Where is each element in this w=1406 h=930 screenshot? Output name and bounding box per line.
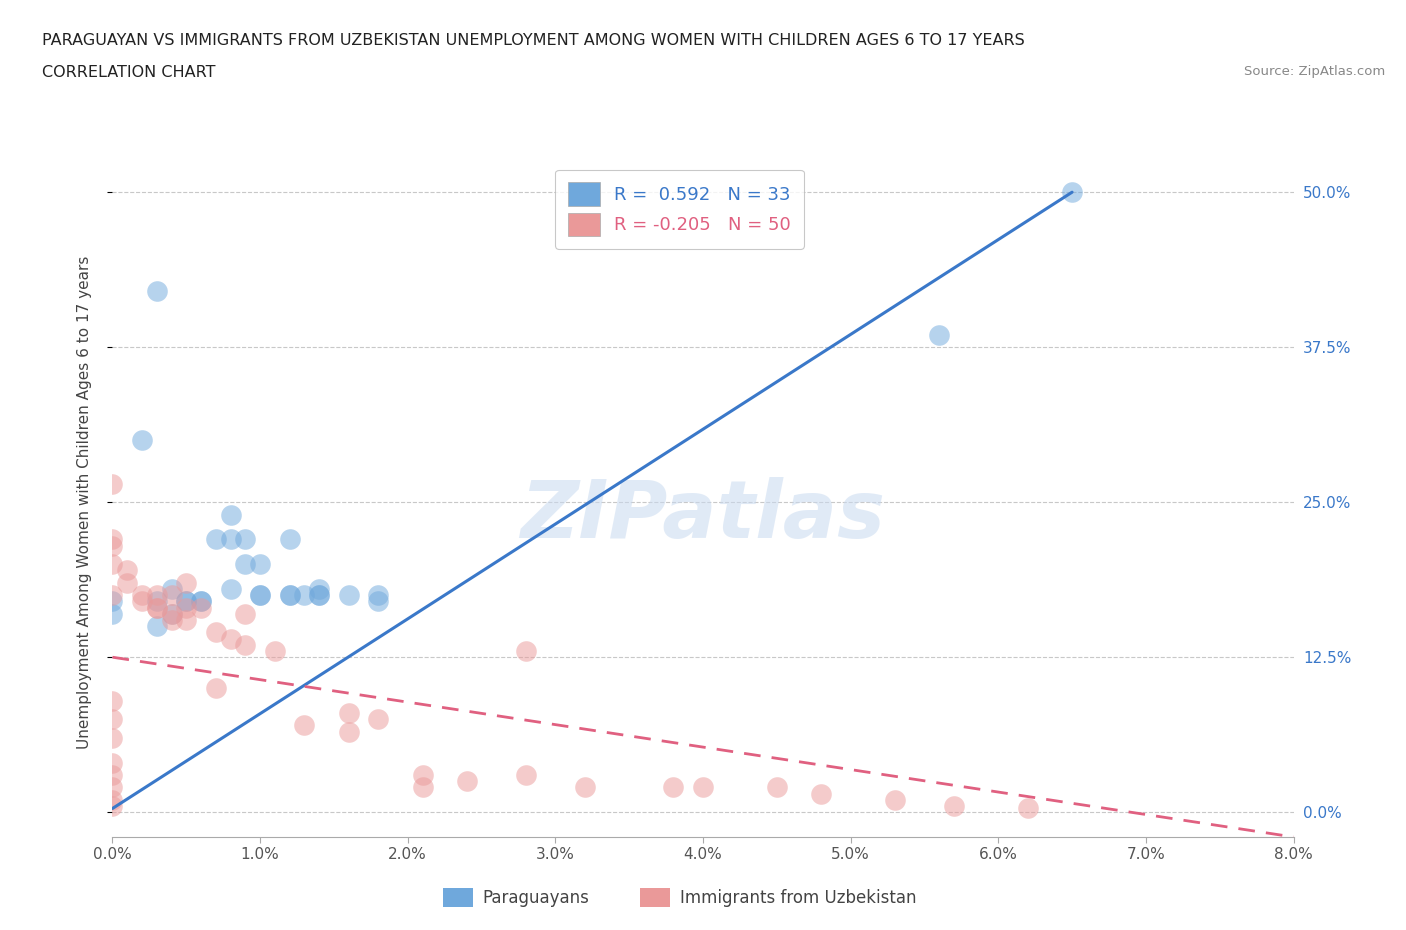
Point [884,792,907,807]
Point [101,588,124,603]
Point [117,563,138,578]
Y-axis label: Unemployment Among Women with Children Ages 6 to 17 years: Unemployment Among Women with Children A… [77,256,91,749]
Point [367,588,389,603]
Point [249,588,271,603]
Point [101,767,124,782]
Point [292,718,315,733]
Point [928,327,950,342]
Text: CORRELATION CHART: CORRELATION CHART [42,65,215,80]
Point [101,711,124,726]
Text: PARAGUAYAN VS IMMIGRANTS FROM UZBEKISTAN UNEMPLOYMENT AMONG WOMEN WITH CHILDREN : PARAGUAYAN VS IMMIGRANTS FROM UZBEKISTAN… [42,33,1025,47]
Point [174,613,197,628]
Point [160,581,183,596]
Point [190,594,212,609]
Point [308,588,330,603]
Point [412,767,434,782]
Point [219,532,242,547]
Point [160,606,183,621]
Point [337,706,360,721]
Point [278,532,301,547]
Point [101,799,124,814]
Point [456,774,478,789]
Point [131,432,153,447]
Point [146,284,169,299]
Point [205,625,228,640]
Point [337,588,360,603]
Point [219,581,242,596]
Point [101,730,124,745]
Point [412,780,434,795]
Point [160,588,183,603]
Point [101,780,124,795]
Point [219,631,242,646]
Point [101,538,124,553]
Point [662,780,685,795]
Point [233,606,256,621]
Point [205,681,228,696]
Point [1062,185,1084,200]
Point [249,557,271,572]
Point [174,576,197,591]
Point [942,799,965,814]
Point [765,780,787,795]
Point [131,594,153,609]
Point [515,767,537,782]
Point [174,594,197,609]
Point [101,557,124,572]
Text: ZIPatlas: ZIPatlas [520,476,886,554]
Point [249,588,271,603]
Point [278,588,301,603]
Point [515,644,537,658]
Point [101,693,124,708]
Point [146,594,169,609]
Point [1017,801,1039,816]
Point [101,755,124,770]
Point [574,780,596,795]
Point [101,476,124,491]
Point [233,637,256,652]
Point [101,594,124,609]
Point [190,600,212,615]
Point [160,606,183,621]
Point [233,557,256,572]
Point [117,576,138,591]
Point [337,724,360,739]
Point [146,600,169,615]
Point [692,780,714,795]
Point [292,588,315,603]
Point [174,594,197,609]
Point [278,588,301,603]
Point [146,618,169,633]
Point [101,532,124,547]
Text: Source: ZipAtlas.com: Source: ZipAtlas.com [1244,65,1385,78]
Point [308,588,330,603]
Point [146,588,169,603]
Point [264,644,287,658]
Point [174,600,197,615]
Point [219,507,242,522]
Point [131,588,153,603]
Point [810,786,832,801]
Point [308,581,330,596]
Point [367,711,389,726]
Point [233,532,256,547]
Legend: Paraguayans, Immigrants from Uzbekistan: Paraguayans, Immigrants from Uzbekistan [434,880,924,916]
Point [160,613,183,628]
Point [101,792,124,807]
Point [101,606,124,621]
Point [190,594,212,609]
Point [146,600,169,615]
Point [367,594,389,609]
Point [205,532,228,547]
